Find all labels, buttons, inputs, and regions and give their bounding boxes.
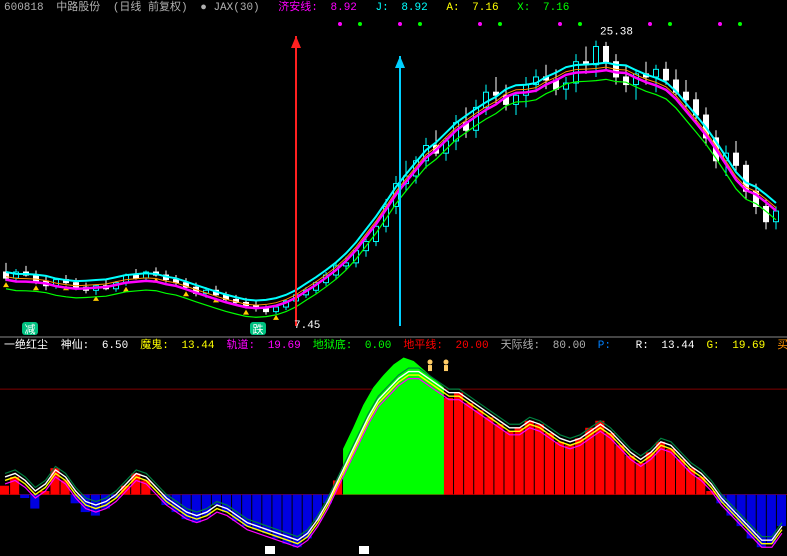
svg-text:7.45: 7.45: [294, 320, 320, 332]
main-header: 600818 中路股份 (日线 前复权) ● JAX(30) 济安线: 8.92…: [0, 0, 787, 16]
indicator-val-3: X: 7.16: [517, 2, 575, 14]
sub-indicator: 地狱底: 0.00: [313, 340, 398, 352]
sub-indicator: 神仙: 6.50: [61, 340, 135, 352]
sub-indicator: 天际线: 80.00: [501, 340, 592, 352]
sub-indicator: G: 19.69: [706, 340, 771, 352]
indicator-val-1: J: 8.92: [376, 2, 434, 14]
stock-name: 中路股份: [56, 2, 100, 14]
sub-indicator: 魔鬼: 13.44: [140, 340, 220, 352]
indicator-val-0: 济安线: 8.92: [278, 2, 363, 14]
svg-text:减: 减: [25, 323, 36, 336]
sub-indicator: 买入: 0.00: [777, 340, 787, 352]
sub-indicator: 轨道: 19.69: [226, 340, 306, 352]
period-label: (日线 前复权): [113, 2, 188, 14]
svg-text:跌: 跌: [253, 322, 264, 336]
sub-prefix: 一绝红尘: [4, 340, 48, 352]
sub-indicator: R: 13.44: [636, 340, 701, 352]
main-price-chart[interactable]: 25.38 7.45 减 跌: [0, 16, 787, 336]
sub-indicator: 地平线: 20.00: [403, 340, 494, 352]
stock-code: 600818: [4, 2, 44, 14]
sub-indicator: P:: [598, 340, 630, 352]
sub-header: 一绝红尘 神仙: 6.50 魔鬼: 13.44 轨道: 19.69 地狱底: 0.00…: [0, 338, 787, 354]
svg-text:25.38: 25.38: [600, 27, 633, 39]
dropdown-chip[interactable]: ● JAX(30): [200, 2, 265, 14]
indicator-val-2: A: 7.16: [446, 2, 504, 14]
sub-oscillator-chart[interactable]: [0, 354, 787, 556]
